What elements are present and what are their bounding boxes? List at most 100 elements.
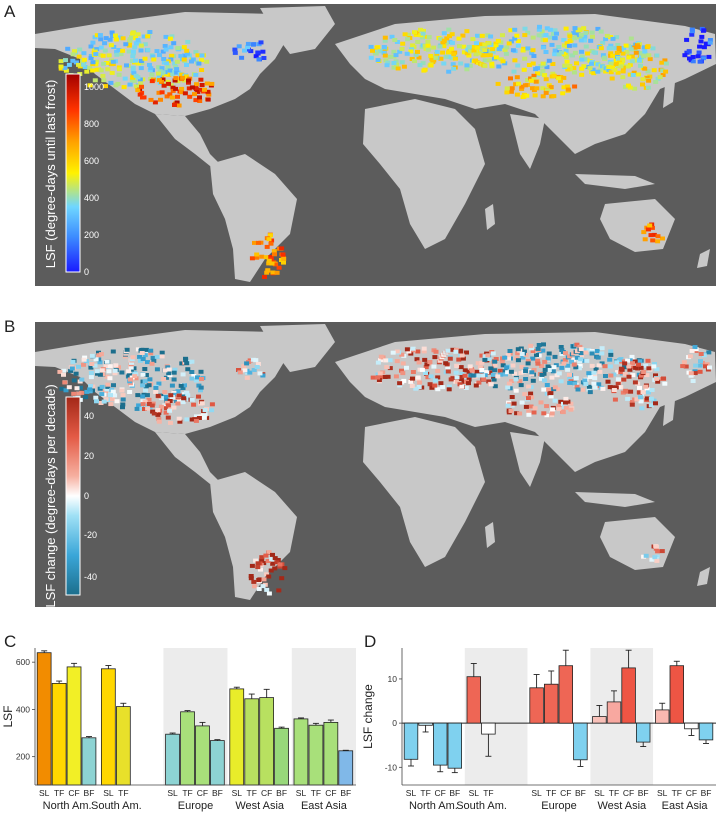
bar — [229, 688, 245, 786]
raster-cell — [649, 557, 655, 562]
raster-cell — [697, 59, 703, 64]
raster-cell — [470, 373, 476, 378]
raster-cell — [578, 351, 584, 356]
raster-cell — [264, 244, 270, 249]
category-label: BF — [701, 788, 712, 798]
lsf-map — [35, 4, 716, 286]
raster-cell — [378, 358, 383, 363]
raster-cell — [471, 45, 477, 49]
raster-cell — [622, 84, 628, 89]
raster-cell — [572, 50, 578, 55]
raster-cell — [432, 378, 438, 383]
raster-cell — [480, 373, 486, 378]
raster-cell — [192, 92, 197, 97]
raster-cell — [689, 348, 695, 353]
raster-cell — [505, 353, 511, 358]
raster-cell — [693, 347, 699, 352]
raster-cell — [248, 576, 254, 581]
raster-cell — [552, 36, 558, 41]
raster-cell — [93, 62, 99, 67]
raster-cell — [581, 38, 587, 43]
raster-cell — [437, 358, 443, 363]
raster-cell — [448, 377, 454, 382]
raster-cell — [534, 86, 540, 91]
raster-cell — [549, 375, 555, 380]
raster-cell — [562, 358, 568, 363]
landmass-africa — [363, 99, 485, 249]
raster-cell — [63, 58, 68, 63]
raster-cell — [197, 95, 202, 100]
raster-cell — [552, 354, 558, 359]
raster-cell — [93, 52, 99, 57]
raster-cell — [181, 45, 187, 50]
raster-cell — [421, 346, 427, 351]
raster-cell — [158, 404, 164, 409]
raster-cell — [661, 376, 666, 381]
raster-cell — [373, 51, 379, 56]
raster-cell — [586, 348, 592, 353]
raster-cell — [399, 352, 405, 357]
raster-cell — [139, 61, 145, 66]
raster-cell — [564, 59, 570, 64]
raster-cell — [464, 67, 470, 72]
bar — [433, 722, 448, 766]
bar — [36, 652, 52, 786]
raster-cell — [142, 399, 148, 404]
raster-cell — [491, 375, 497, 379]
raster-cell — [548, 391, 554, 396]
raster-cell — [107, 364, 113, 369]
raster-cell — [660, 236, 665, 241]
raster-cell — [139, 347, 145, 352]
raster-cell — [625, 358, 631, 363]
raster-cell — [649, 225, 655, 230]
raster-cell — [447, 356, 453, 361]
raster-cell — [546, 368, 552, 372]
raster-cell — [649, 388, 655, 392]
landmass-indonesia — [575, 174, 655, 189]
raster-cell — [538, 400, 544, 405]
raster-cell — [382, 375, 388, 379]
raster-cell — [103, 84, 108, 89]
raster-cell — [571, 70, 577, 75]
raster-cell — [110, 397, 115, 402]
raster-cell — [522, 26, 528, 31]
raster-cell — [164, 61, 170, 66]
raster-cell — [414, 357, 420, 362]
raster-cell — [164, 400, 170, 405]
raster-cell — [274, 270, 280, 275]
raster-cell — [154, 367, 160, 372]
y-axis-label: LSF change — [361, 684, 375, 749]
raster-cell — [404, 51, 410, 56]
raster-cell — [500, 363, 506, 368]
legend-tick-a-2: 400 — [84, 193, 99, 203]
raster-cell — [259, 254, 265, 259]
raster-cell — [698, 352, 704, 356]
raster-cell — [384, 63, 390, 68]
raster-cell — [189, 397, 195, 402]
raster-cell — [428, 63, 434, 68]
raster-cell — [598, 46, 604, 51]
raster-cell — [393, 374, 399, 379]
raster-cell — [422, 357, 428, 362]
raster-cell — [616, 358, 622, 362]
raster-cell — [547, 27, 553, 32]
raster-cell — [512, 36, 518, 41]
raster-cell — [652, 555, 658, 560]
raster-cell — [184, 417, 190, 422]
raster-cell — [526, 412, 532, 417]
raster-cell — [589, 30, 595, 35]
raster-cell — [599, 361, 605, 366]
raster-cell — [408, 379, 414, 384]
raster-cell — [388, 54, 393, 59]
raster-cell — [492, 359, 498, 364]
raster-cell — [199, 87, 204, 92]
raster-cell — [597, 369, 603, 374]
category-label: BF — [575, 788, 586, 798]
raster-cell — [194, 82, 199, 87]
region-label: South Am. — [456, 800, 507, 812]
raster-cell — [423, 365, 429, 370]
raster-cell — [199, 53, 205, 58]
raster-cell — [523, 369, 529, 374]
raster-cell — [522, 33, 528, 38]
